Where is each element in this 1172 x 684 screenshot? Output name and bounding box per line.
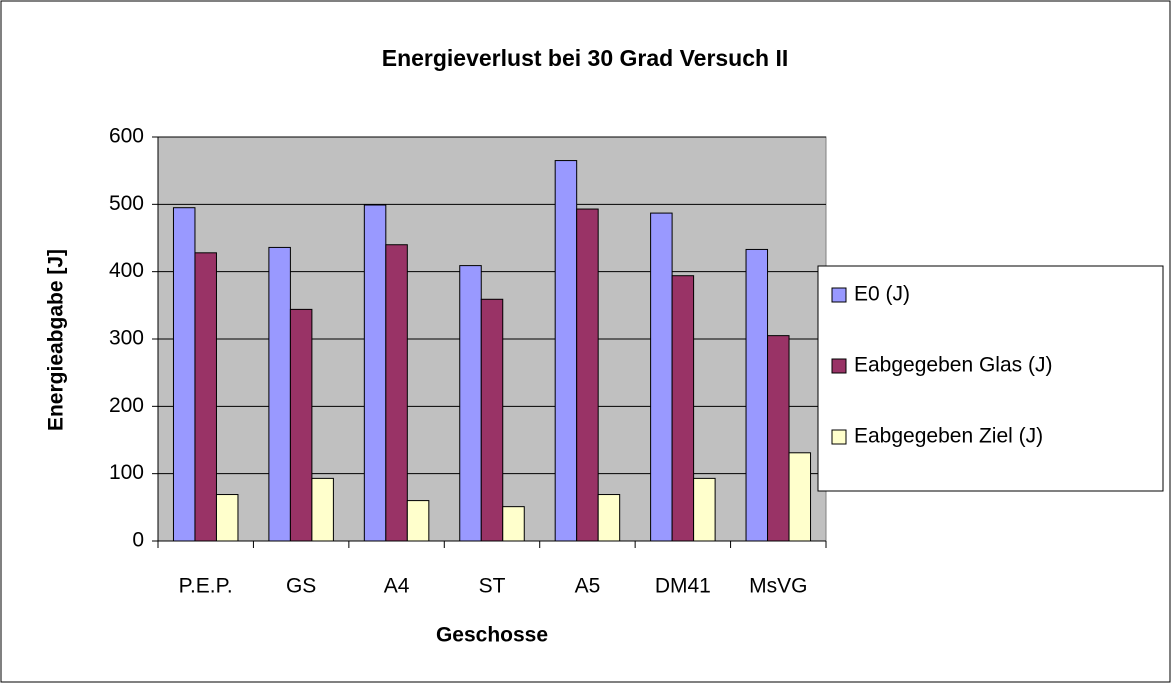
legend-label: Eabgegeben Glas (J) xyxy=(854,354,1052,377)
x-tick-label: P.E.P. xyxy=(179,575,233,598)
bar xyxy=(215,494,239,542)
legend-swatch xyxy=(831,358,847,374)
bar xyxy=(480,298,504,542)
x-tick-label: A4 xyxy=(384,575,410,598)
y-tick-label: 600 xyxy=(109,125,144,148)
y-tick-label: 200 xyxy=(109,394,144,417)
y-tick-label: 500 xyxy=(109,192,144,215)
y-tick-label: 0 xyxy=(132,529,144,552)
x-tick-label: A5 xyxy=(575,575,601,598)
x-tick-label: GS xyxy=(286,575,316,598)
bar xyxy=(406,500,430,542)
legend-swatch xyxy=(831,429,847,445)
bar xyxy=(650,212,673,542)
legend-label: Eabgegeben Ziel (J) xyxy=(854,425,1043,448)
bar xyxy=(268,246,291,542)
bar xyxy=(172,207,196,542)
bar xyxy=(194,252,217,542)
x-tick-label: MsVG xyxy=(749,575,807,598)
y-tick-label: 400 xyxy=(109,259,144,282)
bar xyxy=(745,248,769,542)
bar xyxy=(576,208,599,542)
bar xyxy=(502,506,525,542)
y-tick-label: 300 xyxy=(109,327,144,350)
y-axis-title: Energieabgabe [J] xyxy=(45,249,68,431)
bar xyxy=(385,244,408,542)
y-tick-label: 100 xyxy=(109,461,144,484)
x-tick-label: ST xyxy=(479,575,506,598)
legend xyxy=(817,265,1164,492)
bar xyxy=(311,477,334,542)
legend-swatch xyxy=(831,287,847,303)
bar xyxy=(597,494,621,542)
bar xyxy=(459,265,482,542)
bar xyxy=(788,452,812,542)
bar xyxy=(767,335,790,542)
bar xyxy=(671,275,695,542)
bar xyxy=(693,477,716,542)
bar xyxy=(554,160,578,542)
bar xyxy=(289,308,313,542)
chart-title: Energieverlust bei 30 Grad Versuch II xyxy=(382,45,789,71)
bar xyxy=(363,204,387,542)
x-axis-title: Geschosse xyxy=(436,624,548,647)
legend-label: E0 (J) xyxy=(854,283,910,306)
x-tick-label: DM41 xyxy=(655,575,711,598)
